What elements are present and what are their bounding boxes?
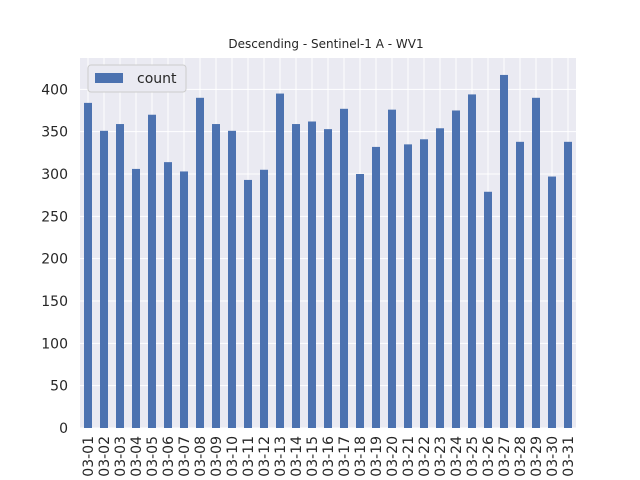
x-tick-label: 03-18 xyxy=(353,436,369,477)
x-tick-label: 03-21 xyxy=(401,436,417,477)
bar-03-14 xyxy=(292,124,300,428)
x-tick-label: 03-16 xyxy=(321,436,337,477)
x-tick-label: 03-19 xyxy=(369,436,385,477)
x-axis-ticks: 03-01 03-02 03-03 03-04 03-05 03-06 03-07 03-08… xyxy=(81,436,577,477)
x-tick-label: 03-03 xyxy=(113,436,129,477)
bar-03-09 xyxy=(212,124,220,428)
bar-03-26 xyxy=(484,191,492,428)
x-tick-label: 03-24 xyxy=(449,436,465,477)
x-tick-label: 03-07 xyxy=(177,436,193,477)
x-tick-label: 03-11 xyxy=(241,436,257,477)
y-tick-label: 150 xyxy=(41,294,68,310)
bar-03-30 xyxy=(548,176,556,428)
bar-03-08 xyxy=(196,97,204,428)
bar-03-17 xyxy=(340,108,348,429)
x-tick-label: 03-10 xyxy=(225,436,241,477)
x-tick-label: 03-30 xyxy=(545,436,561,477)
y-tick-label: 50 xyxy=(50,379,68,395)
y-axis-ticks: 0 50 100 150 200 250 300 350 400 xyxy=(41,82,68,437)
bar-03-11 xyxy=(244,179,252,428)
bar-03-07 xyxy=(180,171,188,428)
bar-03-28 xyxy=(516,141,524,428)
x-tick-label: 03-09 xyxy=(209,436,225,477)
bar-03-25 xyxy=(468,94,476,429)
bar-03-24 xyxy=(452,110,460,429)
bar-03-20 xyxy=(388,109,396,429)
bar-03-31 xyxy=(564,141,572,428)
bar-03-01 xyxy=(84,102,92,428)
x-tick-label: 03-22 xyxy=(417,436,433,477)
x-tick-label: 03-02 xyxy=(97,436,113,477)
x-tick-label: 03-12 xyxy=(257,436,273,477)
chart-title: Descending - Sentinel-1 A - WV1 xyxy=(228,37,423,51)
bar-03-02 xyxy=(100,130,108,429)
bar-03-15 xyxy=(308,121,316,428)
y-tick-label: 350 xyxy=(41,125,68,141)
bar-03-23 xyxy=(436,128,444,428)
bar-03-27 xyxy=(500,74,508,428)
x-tick-label: 03-28 xyxy=(513,436,529,477)
y-tick-label: 250 xyxy=(41,209,68,225)
x-tick-label: 03-17 xyxy=(337,436,353,477)
bar-03-03 xyxy=(116,124,124,428)
x-tick-label: 03-27 xyxy=(497,436,513,477)
y-tick-label: 300 xyxy=(41,167,68,183)
x-tick-label: 03-23 xyxy=(433,436,449,477)
y-tick-label: 400 xyxy=(41,82,68,98)
bar-03-06 xyxy=(164,162,172,428)
x-tick-label: 03-31 xyxy=(561,436,577,477)
legend-box xyxy=(87,64,187,93)
x-tick-label: 03-01 xyxy=(81,436,97,477)
bar-03-10 xyxy=(228,130,236,429)
x-tick-label: 03-29 xyxy=(529,436,545,477)
bar-03-04 xyxy=(132,168,140,428)
x-tick-label: 03-14 xyxy=(289,436,305,477)
x-tick-label: 03-15 xyxy=(305,436,321,477)
x-tick-label: 03-13 xyxy=(273,436,289,477)
bar-03-21 xyxy=(404,144,412,428)
y-tick-label: 0 xyxy=(59,421,68,437)
legend: count xyxy=(87,64,187,93)
y-tick-label: 200 xyxy=(41,252,68,268)
x-tick-label: 03-26 xyxy=(481,436,497,477)
legend-swatch xyxy=(95,73,123,83)
x-tick-label: 03-04 xyxy=(129,436,145,477)
bar-03-22 xyxy=(420,139,428,428)
bar-03-29 xyxy=(532,97,540,428)
bar-03-18 xyxy=(356,173,364,428)
x-tick-label: 03-06 xyxy=(161,436,177,477)
x-tick-label: 03-20 xyxy=(385,436,401,477)
bar-03-19 xyxy=(372,146,380,428)
bar-03-12 xyxy=(260,169,268,428)
x-tick-label: 03-25 xyxy=(465,436,481,477)
bar-series xyxy=(84,74,572,429)
bar-03-16 xyxy=(324,129,332,428)
x-tick-label: 03-08 xyxy=(193,436,209,477)
legend-label: count xyxy=(137,71,177,87)
bar-03-13 xyxy=(276,93,284,428)
bar-03-05 xyxy=(148,114,156,428)
x-tick-label: 03-05 xyxy=(145,436,161,477)
y-tick-label: 100 xyxy=(41,336,68,352)
